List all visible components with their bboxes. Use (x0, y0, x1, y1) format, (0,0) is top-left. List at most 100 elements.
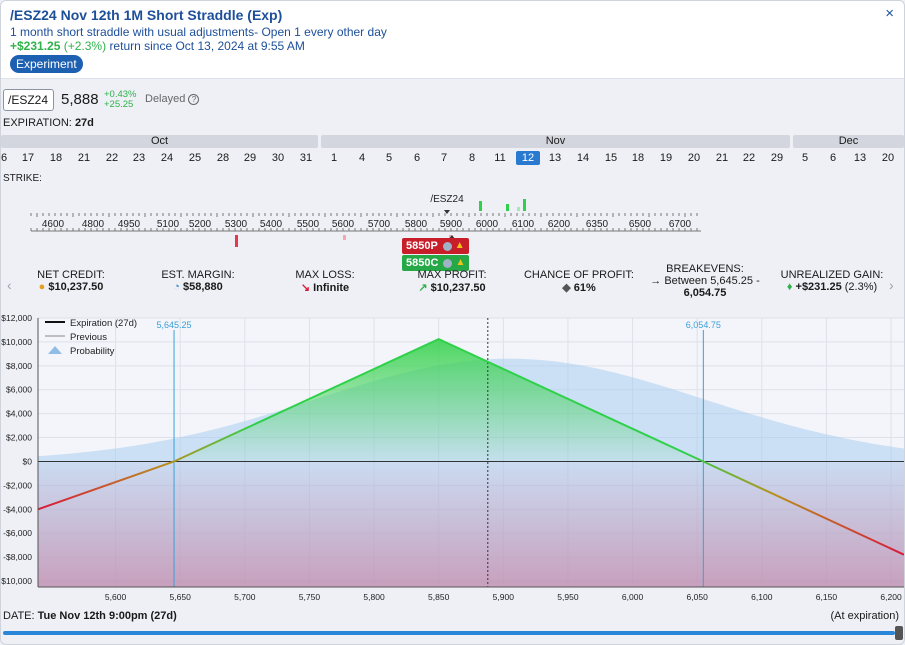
expiration-day[interactable]: 21 (77, 152, 91, 164)
expiration-day[interactable]: 8 (468, 152, 476, 164)
strike-ladder[interactable]: 4600 4800 4950 5100 5200 5300 5400 5500 5600 5700… (1, 187, 905, 247)
return-text: return since Oct 13, 2024 at 9:55 AM (109, 39, 305, 53)
expiration-day[interactable]: 19 (659, 152, 673, 164)
underlying-marker-label: /ESZ24 (430, 194, 464, 205)
expiration-day[interactable]: 23 (132, 152, 146, 164)
expiration-day[interactable]: 12 (516, 151, 540, 165)
breakevens-line2: 6,054.75 (683, 287, 727, 299)
legend-label: Probability (70, 346, 115, 357)
stat-label: MAX PROFIT: (417, 269, 487, 281)
stat-label: EST. MARGIN: (161, 269, 235, 281)
expiration-day[interactable]: 18 (49, 152, 63, 164)
strike-tick-label: 5700 (368, 219, 391, 230)
stat-label: BREAKEVENS: (666, 263, 744, 275)
x-tick-label: 5,850 (428, 592, 450, 602)
arrow-down-icon: ↘ (300, 282, 311, 294)
expiration-day[interactable]: 21 (715, 152, 729, 164)
next-arrow-icon[interactable]: › (889, 277, 894, 293)
expiration-day[interactable]: 4 (358, 152, 366, 164)
expiration-day[interactable]: 14 (576, 152, 590, 164)
expiration-day[interactable]: 13 (548, 152, 562, 164)
pnl-chart[interactable]: 5,645.25 6,054.75 $12,000 $10,000 $8,000 $6,0… (1, 313, 905, 605)
y-tick-label: $0 (23, 456, 33, 466)
stat-value: +$231.25 (795, 281, 842, 293)
expiration-day[interactable]: 30 (271, 152, 285, 164)
x-tick-label: 5,750 (299, 592, 321, 602)
call-volume-bar (517, 207, 520, 211)
date-label: DATE: (3, 610, 35, 622)
strike-tick-label: 4600 (42, 219, 65, 230)
expiration-day[interactable]: 17 (21, 152, 35, 164)
strike-tick-label: 5900 (440, 219, 463, 230)
x-tick-label: 6,200 (880, 592, 902, 602)
put-volume-bar (343, 235, 346, 240)
stat-label: UNREALIZED GAIN: (780, 269, 884, 281)
help-icon[interactable]: ? (188, 93, 200, 105)
warning-icon: ▲ (454, 240, 465, 252)
legend-label: Previous (70, 332, 107, 343)
call-volume-bar (523, 199, 526, 211)
strike-tick-label: 5800 (405, 219, 428, 230)
page-title: /ESZ24 Nov 12th 1M Short Straddle (Exp) (10, 7, 283, 23)
delayed-status: Delayed ? (145, 93, 200, 105)
expiration-day[interactable]: 6 (413, 152, 421, 164)
y-tick-label: $4,000 (6, 409, 32, 419)
y-tick-label: -$2,000 (3, 480, 32, 490)
x-tick-label: 5,700 (234, 592, 256, 602)
expiration-day[interactable]: 29 (243, 152, 257, 164)
expiration-label: EXPIRATION: (3, 117, 72, 129)
dollar-icon (443, 258, 453, 268)
strike-tick-label: 5600 (332, 219, 355, 230)
arrow-right-icon: → (650, 275, 662, 287)
underlying-marker (444, 210, 450, 214)
expiration-day[interactable]: 5 (801, 152, 809, 164)
prev-arrow-icon[interactable]: ‹ (7, 277, 12, 293)
call-volume-bar (479, 201, 482, 211)
expiration-day[interactable]: 20 (881, 152, 895, 164)
strike-tick-label: 6700 (669, 219, 692, 230)
strike-tick-label: 6100 (512, 219, 535, 230)
breakeven-label: 5,645.25 (157, 320, 192, 330)
expiration-day[interactable]: 28 (216, 152, 230, 164)
expiration-day[interactable]: 11 (494, 152, 506, 164)
expiration-day[interactable]: 1 (330, 152, 338, 164)
at-expiration-label: (At expiration) (830, 610, 899, 622)
expiration-day[interactable]: 29 (770, 152, 784, 164)
symbol-input[interactable]: /ESZ24 (3, 89, 54, 111)
experiment-badge[interactable]: Experiment (10, 55, 83, 73)
return-amount: +$231.25 (10, 39, 61, 53)
expiration-day[interactable]: 22 (742, 152, 756, 164)
month-dec[interactable]: Dec (793, 135, 904, 148)
date-slider-handle[interactable] (895, 626, 903, 640)
expiration-line (37, 337, 904, 556)
call-leg-tag[interactable]: 5850C ▲ (402, 255, 470, 271)
money-icon: ♦ (786, 281, 793, 293)
legend-swatch (48, 346, 62, 354)
expiration-value: 27d (74, 117, 94, 129)
expiration-day[interactable]: 18 (631, 152, 645, 164)
expiration-day[interactable]: 6 (0, 152, 8, 164)
expiration-day[interactable]: 22 (105, 152, 119, 164)
month-nov[interactable]: Nov (321, 135, 790, 148)
x-tick-label: 6,000 (622, 592, 644, 602)
date-slider[interactable] (3, 631, 895, 635)
probability-curve (38, 358, 904, 587)
y-tick-label: -$4,000 (3, 504, 32, 514)
expiration-day[interactable]: 5 (385, 152, 393, 164)
expiration-day[interactable]: 24 (160, 152, 174, 164)
expiration-day[interactable]: 25 (188, 152, 202, 164)
expiration-day[interactable]: 7 (440, 152, 448, 164)
stat-label: CHANCE OF PROFIT: (523, 269, 634, 281)
x-tick-label: 6,100 (751, 592, 773, 602)
expiration-day[interactable]: 31 (299, 152, 313, 164)
month-oct[interactable]: Oct (1, 135, 318, 148)
close-icon[interactable]: × (885, 5, 894, 22)
expiration-day[interactable]: 15 (604, 152, 618, 164)
expiration-day[interactable]: 20 (687, 152, 701, 164)
header: /ESZ24 Nov 12th 1M Short Straddle (Exp) … (1, 1, 904, 79)
put-leg-tag[interactable]: 5850P ▲ (402, 238, 469, 254)
profit-area (174, 339, 704, 462)
expiration-day[interactable]: 13 (853, 152, 867, 164)
expiration-day[interactable]: 6 (829, 152, 837, 164)
